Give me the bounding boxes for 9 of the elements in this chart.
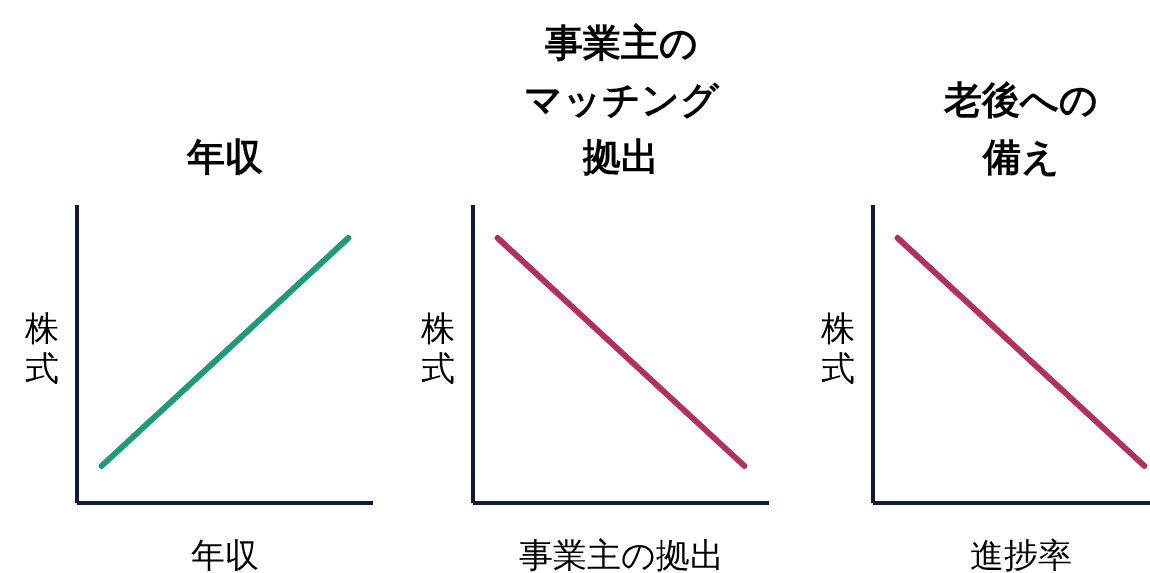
x-axis-title: 事業主の拠出	[518, 535, 724, 573]
y-axis-title: 株式	[820, 308, 855, 388]
y-axis-title: 株式	[24, 308, 59, 388]
x-axis-title: 進捗率	[970, 535, 1072, 573]
chart-title: 事業主のマッチング拠出	[523, 21, 720, 179]
chart-title: 老後への備え	[943, 78, 1098, 179]
x-axis-title: 年収	[191, 535, 259, 573]
chart-title: 年収	[186, 135, 263, 179]
y-axis-title: 株式	[420, 308, 455, 388]
